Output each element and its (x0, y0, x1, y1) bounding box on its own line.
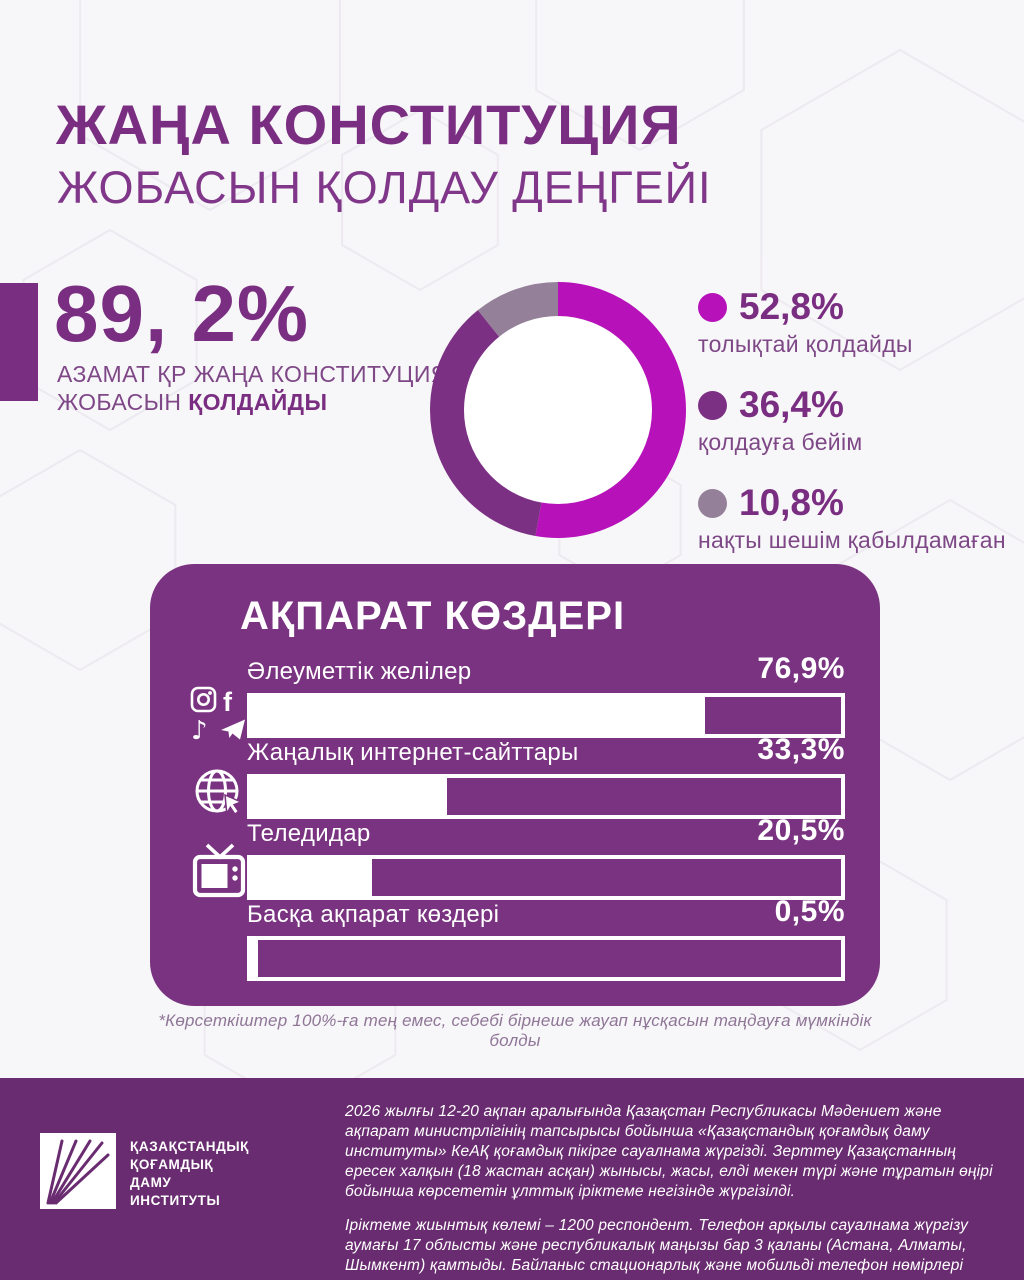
donut-hole (464, 316, 652, 504)
methodology-text: 2026 жылғы 12-20 ақпан аралығында Қазақс… (345, 1102, 995, 1280)
globe-cursor-icon (195, 769, 243, 816)
institute-name-line: ҚАЗАҚСТАНДЫҚ (130, 1139, 250, 1154)
bar-fill (251, 940, 258, 977)
page-title: ЖАҢА КОНСТИТУЦИЯ (56, 93, 682, 156)
legend-label-3: нақты шешім қабылдамаған (698, 527, 1006, 553)
bar-fill (251, 778, 448, 815)
bar-label: Басқа ақпарат көздері (247, 901, 500, 928)
stat-desc-line1: АЗАМАТ ҚР ЖАҢА КОНСТИТУЦИЯСЫ (57, 361, 486, 387)
bar-label: Жаңалық интернет-сайттары (247, 739, 579, 766)
legend-dot-purple (698, 390, 727, 420)
legend-item-3: 10,8% нақты шешім қабылдамаған (698, 482, 1018, 554)
tiktok-icon: ♪ (191, 716, 208, 744)
institute-name-line: ИНСТИТУТЫ (130, 1193, 221, 1208)
bar-row-social: Әлеуметтік желілер 76,9% (247, 652, 845, 738)
bar-percent: 20,5% (757, 814, 845, 847)
social-media-icons: f ♪ (190, 686, 245, 744)
bar-percent: 76,9% (757, 652, 845, 685)
telegram-icon (221, 719, 245, 740)
info-sources-panel: АҚПАРАТ КӨЗДЕРІ f ♪ (150, 564, 880, 1006)
bar-track (247, 774, 845, 819)
accent-bar (0, 283, 38, 401)
institute-logo (40, 1133, 116, 1209)
bar-track (247, 855, 845, 900)
institute-name-line: ҚОҒАМДЫҚ (130, 1157, 214, 1172)
legend-label-1: толықтай қолдайды (698, 331, 913, 357)
legend-value-3: 10,8% (739, 482, 844, 523)
facebook-icon: f (223, 687, 233, 717)
legend-dot-gray (698, 488, 727, 518)
bar-row-television: Теледидар 20,5% (247, 814, 845, 900)
bar-fill (251, 697, 705, 734)
headline-stat-description: АЗАМАТ ҚР ЖАҢА КОНСТИТУЦИЯСЫ ЖОБАСЫН ҚОЛ… (57, 360, 486, 416)
legend-value-1: 52,8% (739, 286, 844, 327)
institute-name: ҚАЗАҚСТАНДЫҚ ҚОҒАМДЫҚ ДАМУ ИНСТИТУТЫ (130, 1138, 249, 1210)
institute-name-line: ДАМУ (130, 1175, 172, 1190)
donut-legend: 52,8% толықтай қолдайды 36,4% қолдауға б… (698, 286, 1018, 580)
legend-item-1: 52,8% толықтай қолдайды (698, 286, 1018, 358)
legend-value-2: 36,4% (739, 384, 844, 425)
headline-stat-value: 89, 2% (54, 269, 310, 358)
bar-row-other-sources: Басқа ақпарат көздері 0,5% (247, 895, 845, 981)
footer: ҚАЗАҚСТАНДЫҚ ҚОҒАМДЫҚ ДАМУ ИНСТИТУТЫ 202… (0, 1078, 1024, 1280)
cursor-icon (224, 793, 243, 816)
legend-dot-magenta (698, 292, 727, 322)
instagram-icon (190, 686, 217, 713)
legend-label-2: қолдауға бейім (698, 429, 863, 455)
page-subtitle: ЖОБАСЫН ҚОЛДАУ ДЕҢГЕЙІ (57, 162, 712, 213)
bar-percent: 33,3% (757, 733, 845, 766)
legend-item-2: 36,4% қолдауға бейім (698, 384, 1018, 456)
bar-label: Әлеуметтік желілер (247, 658, 472, 685)
stat-desc-line2-bold: ҚОЛДАЙДЫ (188, 389, 328, 415)
methodology-paragraph-1: 2026 жылғы 12-20 ақпан аралығында Қазақс… (345, 1103, 993, 1200)
bar-track (247, 693, 845, 738)
methodology-paragraph-2: Іріктеме жиынтық көлемі – 1200 респонден… (345, 1217, 969, 1280)
bar-fill (251, 859, 372, 896)
stat-desc-line2: ЖОБАСЫН (57, 389, 182, 415)
footnote: *Көрсеткіштер 100%-ға тең емес, себебі б… (158, 1011, 872, 1050)
bar-label: Теледидар (247, 820, 371, 847)
bar-percent: 0,5% (774, 895, 845, 928)
bar-track (247, 936, 845, 981)
donut-chart (430, 282, 686, 538)
panel-heading: АҚПАРАТ КӨЗДЕРІ (240, 594, 626, 638)
bar-row-news-sites: Жаңалық интернет-сайттары 33,3% (247, 733, 845, 819)
tv-icon (192, 843, 246, 898)
